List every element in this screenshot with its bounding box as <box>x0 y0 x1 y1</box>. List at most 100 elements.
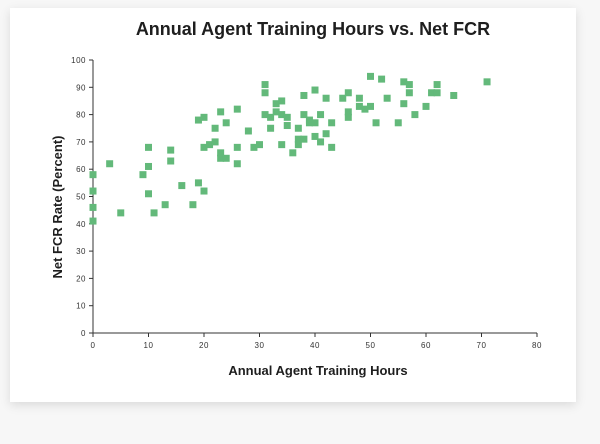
data-point <box>261 111 269 119</box>
y-tick-label: 50 <box>76 193 86 202</box>
x-tick-label: 50 <box>366 341 376 350</box>
data-point <box>217 108 225 116</box>
x-tick-label: 60 <box>421 341 431 350</box>
data-point <box>383 94 391 102</box>
x-tick-label: 40 <box>310 341 320 350</box>
data-point <box>355 102 363 110</box>
data-point <box>139 171 147 179</box>
data-point <box>367 102 374 110</box>
data-point <box>106 160 114 168</box>
y-tick-label: 20 <box>76 274 86 283</box>
data-point <box>294 124 302 132</box>
data-point <box>344 89 352 97</box>
data-point <box>411 111 419 119</box>
x-tick-label: 20 <box>199 341 209 350</box>
y-tick-label: 100 <box>71 56 86 65</box>
y-tick-label: 60 <box>76 165 86 174</box>
data-point <box>194 179 202 187</box>
y-tick-label: 90 <box>76 83 86 92</box>
data-point <box>400 78 408 86</box>
data-point <box>267 124 275 132</box>
data-point <box>283 113 291 121</box>
data-point <box>305 119 313 127</box>
x-axis-title: Annual Agent Training Hours <box>228 363 407 378</box>
data-point <box>372 119 380 127</box>
data-point <box>344 113 352 121</box>
data-point <box>328 119 336 127</box>
data-point <box>278 141 286 149</box>
data-point <box>378 75 386 83</box>
data-point <box>422 102 430 110</box>
data-point <box>89 187 97 195</box>
data-point <box>200 143 208 151</box>
data-point <box>344 108 352 116</box>
data-point <box>217 149 225 157</box>
data-point <box>317 111 325 119</box>
data-point <box>322 130 330 138</box>
data-point <box>89 217 97 225</box>
y-tick-label: 30 <box>76 247 86 256</box>
data-point <box>328 143 336 151</box>
chart-title: Annual Agent Training Hours vs. Net FCR <box>136 19 490 39</box>
y-tick-label: 80 <box>76 111 86 120</box>
data-point <box>117 209 125 217</box>
data-point <box>233 105 241 113</box>
data-point <box>145 190 152 198</box>
x-tick-label: 70 <box>477 341 487 350</box>
data-point <box>167 146 175 154</box>
x-axis-ticks: 0 10 20 30 40 50 60 70 80 <box>91 333 541 350</box>
data-point <box>200 113 208 121</box>
data-point <box>222 154 230 162</box>
data-point <box>178 182 186 190</box>
data-point <box>294 141 302 149</box>
data-point <box>361 105 369 113</box>
data-point <box>261 89 269 97</box>
data-point <box>250 143 258 151</box>
data-point <box>267 113 275 121</box>
data-point <box>161 201 169 209</box>
data-point <box>300 135 308 143</box>
data-point <box>211 124 219 132</box>
data-point <box>394 119 402 127</box>
data-point <box>206 141 214 149</box>
data-point <box>355 94 363 102</box>
data-point <box>400 100 408 108</box>
y-tick-label: 40 <box>76 220 86 229</box>
y-axis-ticks: 0 10 20 30 40 50 60 70 80 90 100 <box>71 56 93 338</box>
x-tick-label: 10 <box>144 341 154 350</box>
data-point <box>272 100 280 108</box>
data-point <box>261 81 269 89</box>
data-point <box>217 154 225 162</box>
x-tick-label: 30 <box>255 341 265 350</box>
x-tick-label: 0 <box>91 341 96 350</box>
data-point <box>233 160 241 168</box>
data-point <box>311 132 319 140</box>
data-point <box>167 157 175 165</box>
data-point <box>189 201 197 209</box>
y-axis-title: Net FCR Rate (Percent) <box>50 135 65 278</box>
data-point <box>339 94 347 102</box>
data-point <box>283 122 291 130</box>
data-point <box>433 89 441 97</box>
data-point <box>300 91 308 99</box>
data-point <box>311 119 319 127</box>
data-point <box>150 209 158 217</box>
data-points <box>89 72 491 225</box>
data-point <box>272 108 280 116</box>
data-point <box>289 149 297 157</box>
data-point <box>367 72 374 80</box>
y-tick-label: 70 <box>76 138 86 147</box>
data-point <box>145 143 152 151</box>
data-point <box>200 187 208 195</box>
data-point <box>322 94 330 102</box>
data-point <box>222 119 230 127</box>
data-point <box>145 162 152 170</box>
chart-card: Annual Agent Training Hours vs. Net FCR … <box>10 8 576 402</box>
y-tick-label: 0 <box>81 329 86 338</box>
data-point <box>211 138 219 146</box>
data-point <box>278 97 286 105</box>
data-point <box>256 141 263 149</box>
data-point <box>405 89 413 97</box>
data-point <box>433 81 441 89</box>
data-point <box>405 81 413 89</box>
